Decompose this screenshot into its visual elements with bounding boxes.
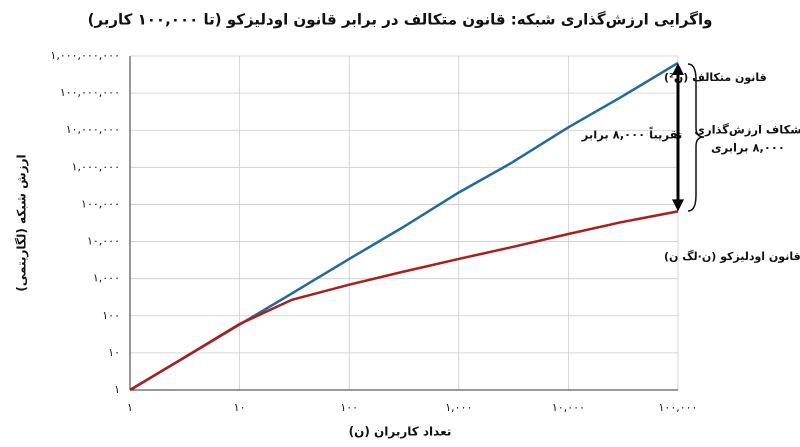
y-axis-label: ارزش شبکه (لگاریتمی) xyxy=(15,154,29,291)
y-tick-label: ۱,۰۰۰,۰۰۰,۰۰۰ xyxy=(50,49,120,62)
arrow-head xyxy=(672,199,684,212)
arrow-head xyxy=(672,62,684,75)
brace xyxy=(687,63,705,212)
y-tick-label: ۱۰۰ xyxy=(102,309,120,322)
x-tick-label: ۱۰,۰۰۰ xyxy=(552,401,585,414)
annotation: ۸,۰۰۰ برابری xyxy=(711,141,785,155)
y-tick-label: ۱,۰۰۰ xyxy=(93,272,120,285)
y-tick-label: ۱۰ xyxy=(108,346,120,359)
x-axis-label: تعداد کاربران (ن) xyxy=(349,425,452,439)
y-tick-label: ۱۰۰,۰۰۰ xyxy=(81,197,120,210)
legend-label: قانون اودلیزکو (ن·لگ ن) xyxy=(664,249,800,263)
x-tick-label: ۱۰۰ xyxy=(340,401,358,414)
annotation: تقریباً ۸,۰۰۰ برابر xyxy=(581,126,682,142)
y-tick-label: ۱۰۰,۰۰۰,۰۰۰ xyxy=(60,86,120,99)
annotation: شکاف ارزش‌گذاری xyxy=(694,123,800,137)
series-line xyxy=(129,210,679,392)
chart-title: واگرایی ارزش‌گذاری شبکه: قانون متکالف در… xyxy=(88,11,713,29)
y-tick-label: ۱ xyxy=(114,383,120,396)
x-tick-label: ۱ xyxy=(127,401,133,414)
y-tick-label: ۱,۰۰۰,۰۰۰ xyxy=(72,160,120,173)
x-tick-label: ۱۰۰,۰۰۰ xyxy=(659,401,698,414)
legend-label: قانون متکالف (ن²) xyxy=(664,71,767,84)
y-tick-label: ۱۰,۰۰۰ xyxy=(87,235,120,248)
y-tick-label: ۱۰,۰۰۰,۰۰۰ xyxy=(66,123,120,136)
x-tick-label: ۱,۰۰۰ xyxy=(445,401,472,414)
x-tick-label: ۱۰ xyxy=(234,401,246,414)
